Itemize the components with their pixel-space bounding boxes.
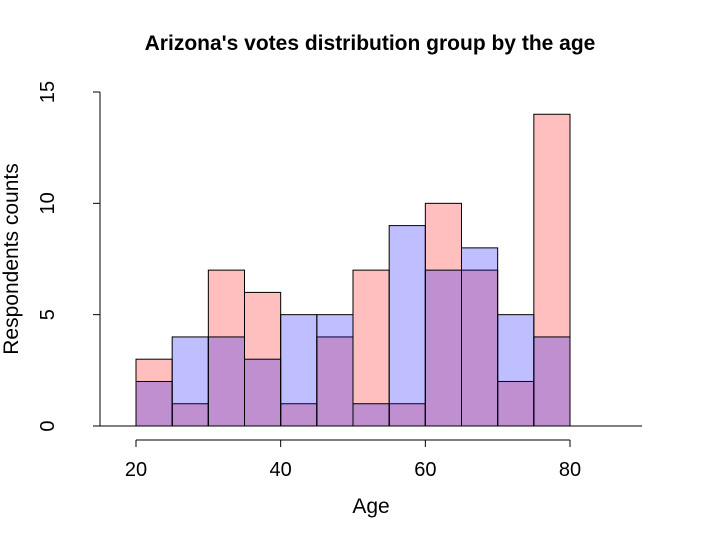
x-tick-label: 60 (414, 459, 436, 481)
x-tick-label: 80 (559, 459, 581, 481)
histogram-bar-series2-bin11 (497, 314, 535, 427)
histogram-bar-series2-bin9 (424, 269, 463, 427)
y-tick-label: 0 (37, 420, 59, 431)
histogram-bar-series1-bin6 (316, 336, 354, 427)
x-tick-label: 20 (125, 459, 147, 481)
histogram-bar-series2-bin12 (533, 336, 571, 427)
bars-layer (135, 113, 571, 427)
histogram-bar-series1-bin7 (352, 269, 390, 427)
histogram-bar-series2-bin8 (388, 225, 426, 427)
x-axis-label: Age (352, 495, 389, 518)
histogram-bar-series2-bin3 (207, 336, 245, 427)
histogram-bar-series1-bin10 (461, 269, 499, 427)
x-tick-label: 40 (270, 459, 292, 481)
histogram-bar-series2-bin6 (316, 314, 354, 427)
chart-title: Arizona's votes distribution group by th… (145, 32, 596, 55)
histogram-bar-series2-bin10 (461, 247, 499, 427)
y-tick-label: 5 (37, 309, 59, 320)
histogram-bar-series1-bin12 (533, 113, 571, 427)
y-axis: 0 5 10 15 (37, 81, 101, 432)
histogram-bar-series1-bin3 (207, 269, 245, 427)
histogram-bar-series2-bin5 (280, 314, 318, 427)
histogram-bar-series1-bin11 (497, 380, 535, 427)
histogram-bar-series1-bin1 (135, 358, 173, 427)
histogram-bar-series2-bin4 (244, 358, 282, 427)
y-axis-label: Respondents counts (0, 163, 23, 354)
histogram-bar-series2-bin2 (171, 336, 209, 427)
y-tick-label: 10 (37, 192, 59, 214)
y-tick-label: 15 (37, 81, 59, 103)
histogram-bar-series2-bin1 (135, 380, 173, 427)
histogram-bar-series2-bin7 (352, 403, 390, 427)
x-axis: 20 40 60 80 (125, 439, 581, 481)
